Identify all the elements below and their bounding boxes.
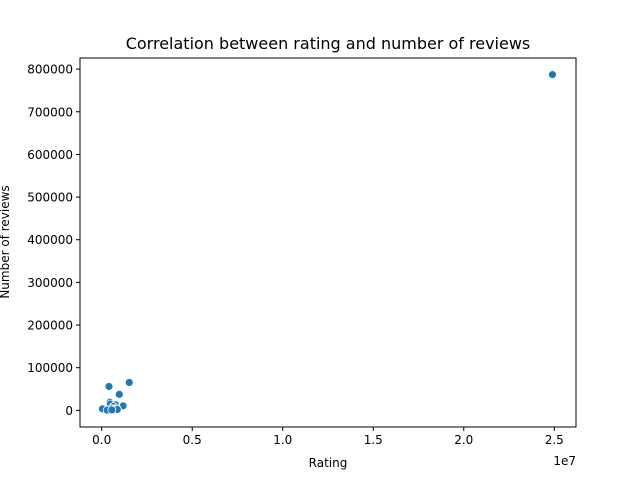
chart-title: Correlation between rating and number of… <box>126 34 531 53</box>
axis-ticks: 0.0 0.5 1.0 1.5 2.0 2.5 0 100000 200000 300000 400… <box>27 63 564 447</box>
y-tick-label: 600000 <box>27 148 73 162</box>
scatter-point <box>104 382 114 391</box>
y-tick-label: 100000 <box>27 361 73 375</box>
x-tick-label: 2.0 <box>454 433 473 447</box>
x-tick-label: 1.0 <box>273 433 292 447</box>
scatter-point <box>114 389 124 399</box>
data-points <box>98 70 557 415</box>
x-tick-label: 0.5 <box>183 433 202 447</box>
y-tick-label: 400000 <box>27 233 73 247</box>
scatter-point <box>548 70 557 80</box>
y-tick-label: 500000 <box>27 191 73 205</box>
y-tick-label: 200000 <box>27 319 73 333</box>
y-tick-label: 0 <box>65 404 73 418</box>
y-tick-label: 300000 <box>27 276 73 290</box>
scatter-point <box>107 405 117 415</box>
y-tick-label: 700000 <box>27 105 73 119</box>
x-axis-label: Rating <box>309 456 348 470</box>
plot-frame <box>79 57 577 428</box>
x-axis-offset-label: 1e7 <box>553 454 576 468</box>
x-tick-label: 1.5 <box>364 433 383 447</box>
x-tick-label: 0.0 <box>92 433 111 447</box>
x-tick-label: 2.5 <box>545 433 564 447</box>
scatter-point <box>124 378 134 387</box>
y-axis-label: Number of reviews <box>0 185 12 298</box>
y-tick-label: 800000 <box>27 63 73 77</box>
